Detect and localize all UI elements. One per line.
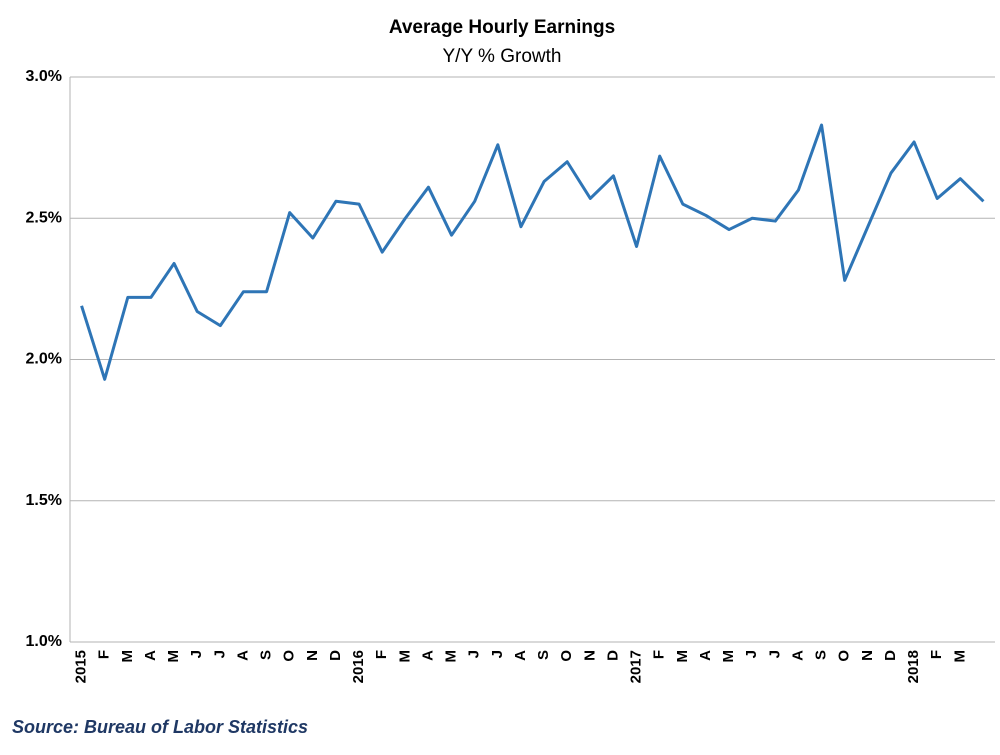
x-tick-label: J [211, 650, 228, 658]
y-tick-label: 1.0% [26, 633, 62, 650]
x-tick-label: O [836, 650, 853, 662]
x-tick-label: F [651, 650, 668, 659]
x-tick-label: N [859, 650, 876, 661]
x-tick-label: 2018 [905, 650, 922, 683]
y-tick-label: 2.5% [26, 209, 62, 226]
x-tick-label: M [165, 650, 182, 663]
x-tick-label: M [951, 650, 968, 663]
x-tick-label: O [558, 650, 575, 662]
chart-subtitle: Y/Y % Growth [443, 46, 562, 67]
x-tick-label: J [188, 650, 205, 658]
x-tick-label: A [419, 650, 436, 661]
x-tick-label: A [789, 650, 806, 661]
x-tick-label: 2016 [350, 650, 367, 683]
x-tick-label: J [766, 650, 783, 658]
x-tick-label: S [258, 650, 275, 660]
x-tick-label: D [327, 650, 344, 661]
y-tick-label: 1.5% [26, 492, 62, 509]
x-tick-label: J [489, 650, 506, 658]
x-tick-label: F [96, 650, 113, 659]
x-tick-label: A [512, 650, 529, 661]
x-tick-label: S [535, 650, 552, 660]
source-note: Source: Bureau of Labor Statistics [12, 717, 308, 737]
y-tick-label: 2.0% [26, 351, 62, 368]
x-tick-label: O [281, 650, 298, 662]
x-tick-label: M [720, 650, 737, 663]
x-tick-label: D [882, 650, 899, 661]
x-tick-label: 2015 [73, 650, 90, 683]
x-tick-label: N [581, 650, 598, 661]
chart-title: Average Hourly Earnings [389, 17, 615, 38]
x-tick-label: M [396, 650, 413, 663]
y-tick-label: 3.0% [26, 68, 62, 85]
x-tick-label: S [813, 650, 830, 660]
x-tick-label: J [743, 650, 760, 658]
x-tick-label: J [466, 650, 483, 658]
x-tick-label: D [604, 650, 621, 661]
x-tick-label: A [234, 650, 251, 661]
x-tick-label: N [304, 650, 321, 661]
x-tick-label: A [697, 650, 714, 661]
x-tick-label: M [443, 650, 460, 663]
x-tick-label: F [928, 650, 945, 659]
data-line [80, 123, 985, 381]
x-tick-label: M [119, 650, 136, 663]
x-tick-label: 2017 [628, 650, 645, 683]
x-tick-label: A [142, 650, 159, 661]
x-tick-label: F [373, 650, 390, 659]
x-tick-label: M [674, 650, 691, 663]
